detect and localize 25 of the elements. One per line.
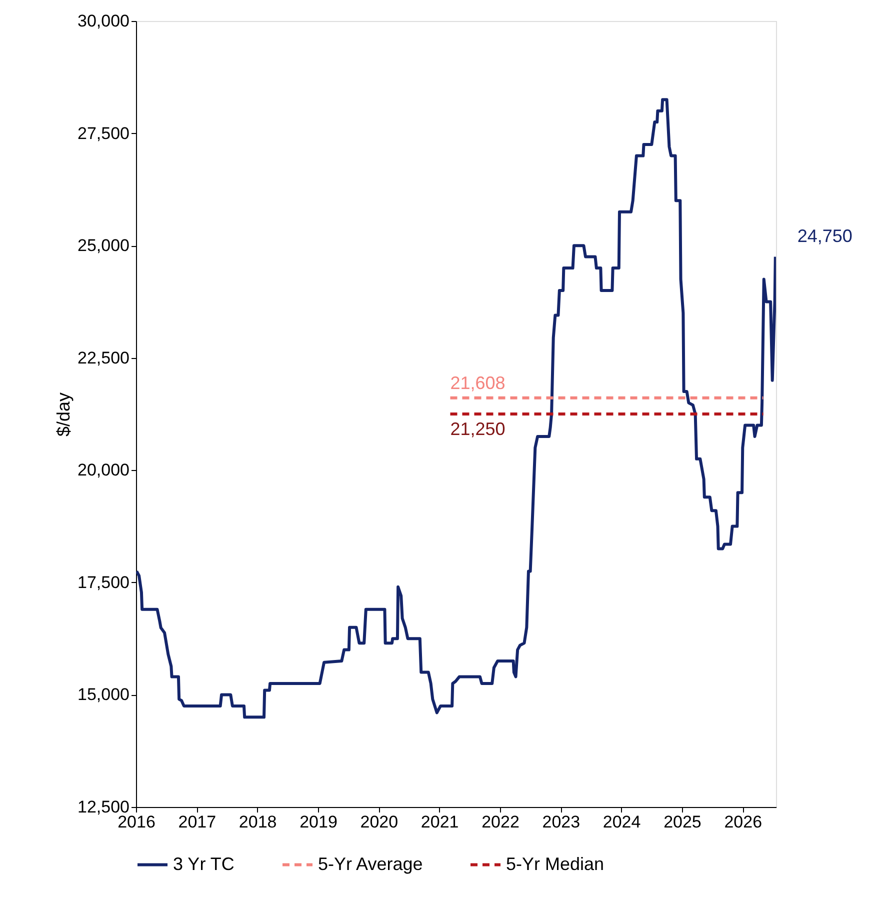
y-tick-label: 25,000 <box>78 236 130 256</box>
x-tick-label: 2019 <box>300 812 338 832</box>
y-tick-label: 27,500 <box>78 124 130 143</box>
x-tick-label: 2022 <box>482 812 520 832</box>
legend-label: 3 Yr TC <box>173 854 234 874</box>
y-tick-label: 30,000 <box>78 12 130 30</box>
legend-label: 5-Yr Median <box>506 854 604 874</box>
y-tick-label: 22,500 <box>78 348 130 368</box>
x-tick-label: 2025 <box>664 812 702 832</box>
y-tick-label: 20,000 <box>78 460 130 480</box>
legend-label: 5-Yr Average <box>318 854 423 874</box>
x-tick-label: 2020 <box>360 812 398 832</box>
x-tick-label: 2026 <box>724 812 762 832</box>
data-label: 21,250 <box>450 419 506 439</box>
x-tick-label: 2017 <box>178 812 216 832</box>
x-tick-label: 2018 <box>238 812 277 832</box>
data-label: 21,608 <box>450 372 506 393</box>
data-label: 24,750 <box>797 226 852 246</box>
x-tick-label: 2023 <box>542 812 580 832</box>
y-axis-title: $/day <box>54 392 74 437</box>
x-tick-label: 2021 <box>420 812 459 832</box>
x-tick-label: 2024 <box>602 812 641 832</box>
y-tick-label: 17,500 <box>78 572 130 592</box>
line-series <box>136 98 776 719</box>
y-tick-label: 15,000 <box>78 685 130 704</box>
